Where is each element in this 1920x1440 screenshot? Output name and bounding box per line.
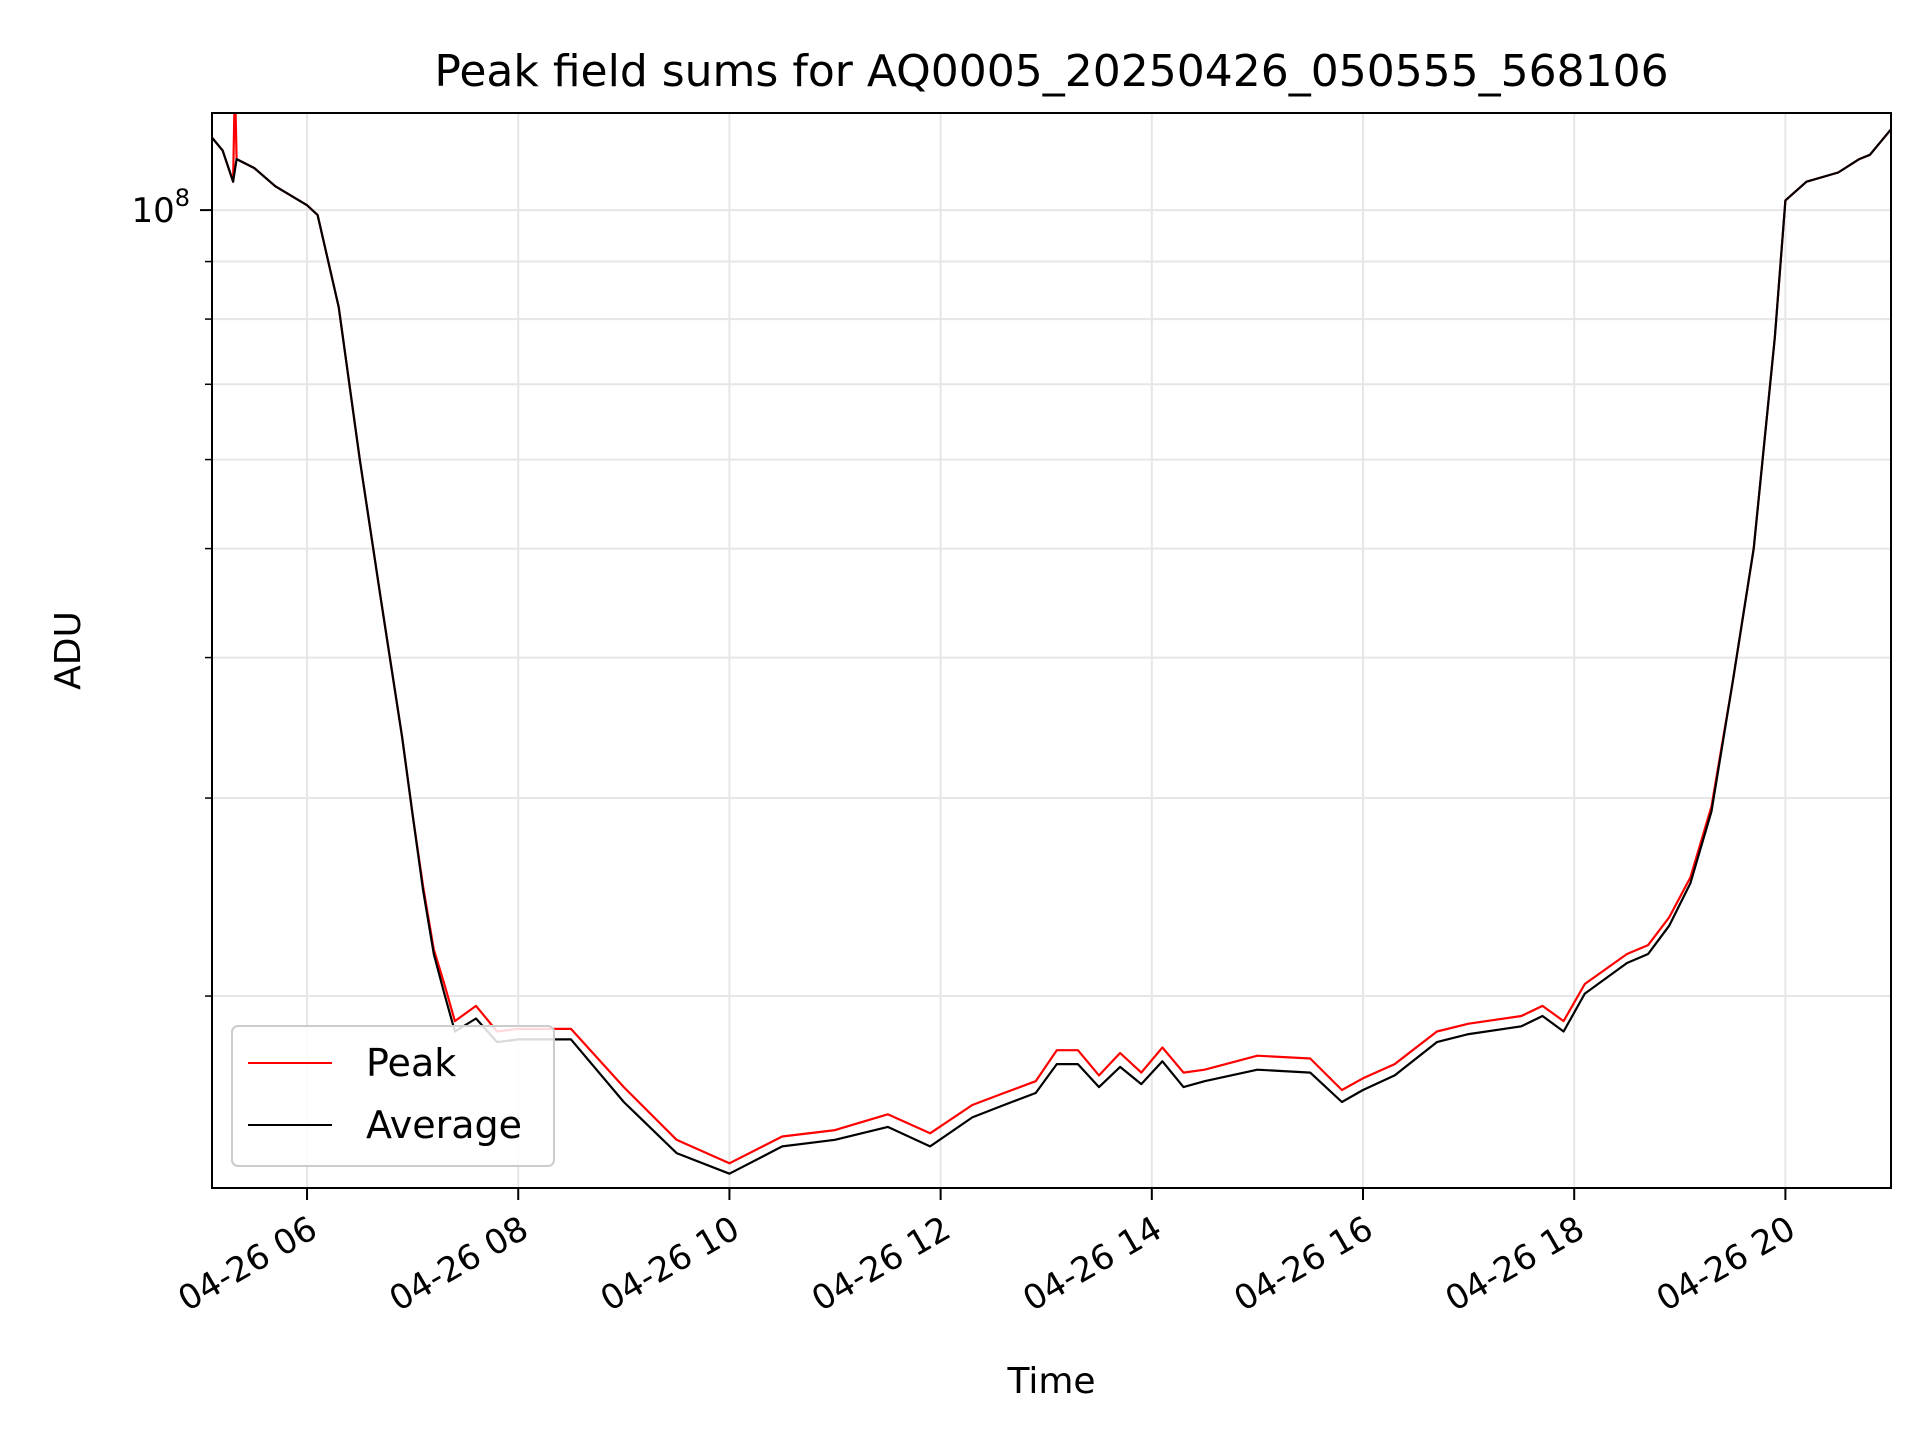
- legend-label-peak: Peak: [366, 1041, 456, 1085]
- y-tick-label-exponent: 8: [175, 184, 190, 212]
- series-line-average: [212, 128, 1891, 1175]
- y-axis-title: ADU: [48, 611, 89, 690]
- chart-title: Peak field sums for AQ0005_20250426_0505…: [434, 46, 1668, 97]
- legend: Peak Average: [231, 1025, 555, 1167]
- legend-box: [231, 1025, 555, 1167]
- plot-area-frame: [211, 112, 1892, 1189]
- y-tick-label: 108: [131, 184, 190, 231]
- grid: [212, 113, 1891, 1188]
- y-tick-label-base: 10: [131, 191, 174, 231]
- x-axis-title: Time: [1006, 1361, 1095, 1402]
- series-lines: [212, 113, 1891, 1175]
- legend-label-average: Average: [366, 1103, 522, 1147]
